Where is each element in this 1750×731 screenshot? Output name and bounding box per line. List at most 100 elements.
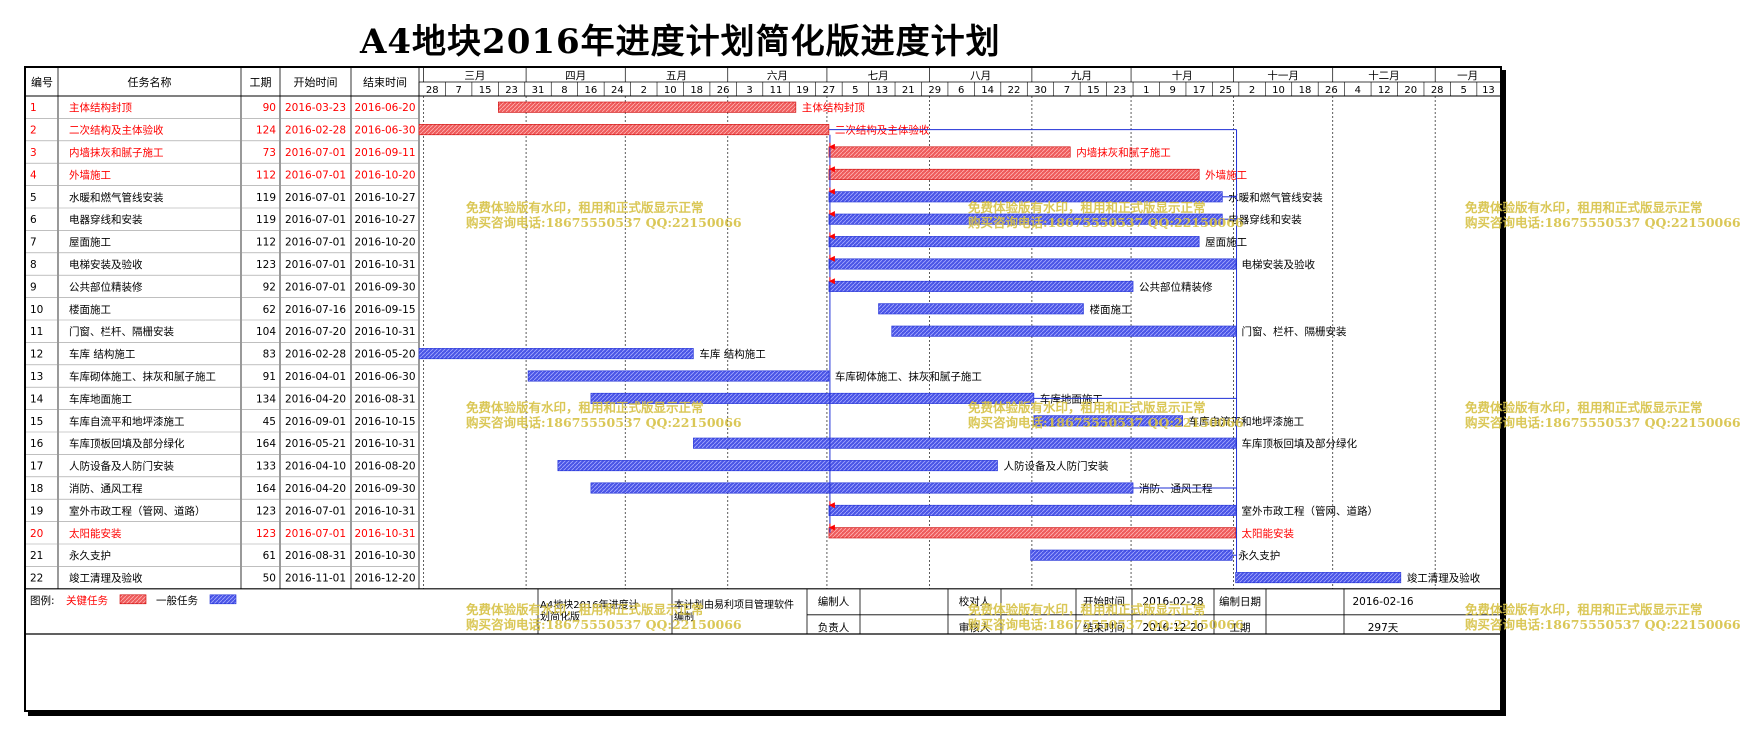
task-bar [828, 280, 1134, 292]
task-id: 1 [30, 102, 37, 114]
week-tick-label: 28 [1431, 85, 1444, 96]
watermark-line: 免费体验版有水印，租用和正式版显示正常 [968, 400, 1206, 415]
column-header-duration: 工期 [250, 76, 272, 89]
task-id: 17 [30, 461, 43, 473]
task-name: 公共部位精装修 [69, 280, 143, 293]
watermark-line: 购买咨询电话:18675550537 QQ:22150066 [466, 415, 742, 430]
watermark-text: 免费体验版有水印，租用和正式版显示正常 购买咨询电话:18675550537 QQ… [466, 200, 742, 230]
task-bar [828, 527, 1236, 539]
task-bar [418, 124, 830, 136]
watermark-line: 购买咨询电话:18675550537 QQ:22150066 [968, 617, 1244, 632]
month-label: 六月 [767, 70, 788, 82]
task-bar-label: 二次结构及主体验收 [835, 124, 930, 137]
task-end: 2016-09-30 [354, 483, 415, 495]
task-start: 2016-07-01 [285, 281, 346, 293]
task-start: 2016-07-01 [285, 169, 346, 181]
footer-owner-label: 负责人 [818, 621, 850, 634]
watermark-line: 免费体验版有水印，租用和正式版显示正常 [1465, 602, 1703, 617]
week-tick-label: 5 [852, 85, 858, 96]
week-tick-label: 15 [479, 85, 492, 96]
task-end: 2016-09-30 [354, 281, 415, 293]
chart-title: A4地块2016年进度计划简化版进度计划 [360, 22, 1001, 62]
task-start: 2016-07-16 [285, 304, 346, 316]
task-name: 主体结构封顶 [69, 101, 132, 114]
task-id: 22 [30, 573, 43, 585]
week-tick-label: 13 [875, 85, 888, 96]
task-name: 车库地面施工 [69, 392, 132, 405]
month-label: 四月 [565, 70, 586, 82]
task-name: 车库 结构施工 [69, 348, 135, 361]
week-tick-label: 11 [770, 85, 783, 96]
week-tick-label: 28 [426, 85, 439, 96]
column-header-end: 结束时间 [363, 76, 407, 89]
task-name: 车库自流平和地坪漆施工 [69, 415, 185, 428]
week-tick-label: 7 [455, 85, 461, 96]
task-name: 楼面施工 [69, 303, 111, 316]
task-duration: 119 [256, 192, 276, 204]
task-name: 屋面施工 [69, 236, 111, 249]
task-end: 2016-06-30 [354, 125, 415, 137]
week-tick-label: 20 [1404, 85, 1417, 96]
week-tick-label: 18 [1299, 85, 1312, 96]
week-tick-label: 5 [1460, 85, 1466, 96]
task-bar [828, 236, 1200, 248]
task-duration: 62 [263, 304, 276, 316]
footer-reviewer-label: 审核人 [959, 621, 991, 634]
column-header-id: 编号 [31, 75, 53, 89]
task-bar-label: 车库砌体施工、抹灰和腻子施工 [835, 370, 982, 383]
watermark-line: 购买咨询电话:18675550537 QQ:22150066 [1465, 415, 1741, 430]
week-tick-label: 13 [1482, 85, 1495, 96]
task-bar [828, 168, 1200, 180]
task-duration: 45 [263, 416, 276, 428]
task-id: 7 [30, 237, 37, 249]
task-start: 2016-07-20 [285, 326, 346, 338]
task-id: 20 [30, 528, 43, 540]
task-bar [557, 460, 998, 472]
task-name: 电梯安装及验收 [69, 258, 143, 271]
task-bar [828, 504, 1236, 516]
task-end: 2016-10-20 [354, 237, 415, 249]
task-bar-label: 门窗、栏杆、隔栅安装 [1242, 325, 1347, 338]
week-tick-label: 26 [717, 85, 730, 96]
task-bar [891, 325, 1236, 337]
task-end: 2016-10-31 [354, 438, 415, 450]
task-bar-label: 竣工清理及验收 [1407, 572, 1481, 585]
gantt-chart: 编号 任务名称 工期 开始时间 结束时间 三月 四月 五月 六月 七月 八月 九月 十月 十一月 十二月 一月… [26, 68, 1500, 635]
task-name: 永久支护 [69, 549, 111, 562]
task-bar [418, 348, 694, 360]
task-bar [828, 146, 1071, 158]
task-id: 6 [30, 214, 37, 226]
task-end: 2016-10-31 [354, 326, 415, 338]
task-id: 4 [30, 169, 37, 181]
task-bar-label: 主体结构封顶 [802, 101, 865, 114]
month-label: 十二月 [1368, 69, 1400, 82]
task-end: 2016-10-27 [354, 192, 415, 204]
task-start: 2016-07-01 [285, 237, 346, 249]
task-end: 2016-10-15 [354, 416, 415, 428]
task-id: 2 [30, 125, 37, 137]
week-tick-label: 19 [796, 85, 809, 96]
task-duration: 134 [256, 393, 276, 405]
task-bar-label: 太阳能安装 [1242, 527, 1295, 540]
footer-duration-label: 工期 [1230, 622, 1251, 634]
footer-compiler-label: 编制人 [818, 595, 850, 608]
task-start: 2016-07-01 [285, 192, 346, 204]
task-duration: 112 [256, 237, 276, 249]
task-bar-label: 车库自流平和地坪漆施工 [1189, 415, 1305, 428]
task-end: 2016-10-20 [354, 169, 415, 181]
task-name: 门窗、栏杆、隔栅安装 [69, 325, 174, 338]
month-label: 七月 [868, 70, 889, 82]
task-end: 2016-10-31 [354, 505, 415, 517]
week-tick-label: 30 [1034, 85, 1047, 96]
task-bar [590, 482, 1134, 494]
task-bar-label: 车库顶板回填及部分绿化 [1242, 437, 1358, 450]
task-id: 10 [30, 304, 43, 316]
task-start: 2016-05-21 [285, 438, 346, 450]
task-start: 2016-02-28 [285, 349, 346, 361]
month-label: 八月 [970, 70, 991, 82]
task-id: 21 [30, 550, 43, 562]
task-bar-label: 楼面施工 [1089, 303, 1131, 316]
task-id: 15 [30, 416, 43, 428]
task-duration: 83 [263, 349, 276, 361]
task-duration: 104 [256, 326, 276, 338]
